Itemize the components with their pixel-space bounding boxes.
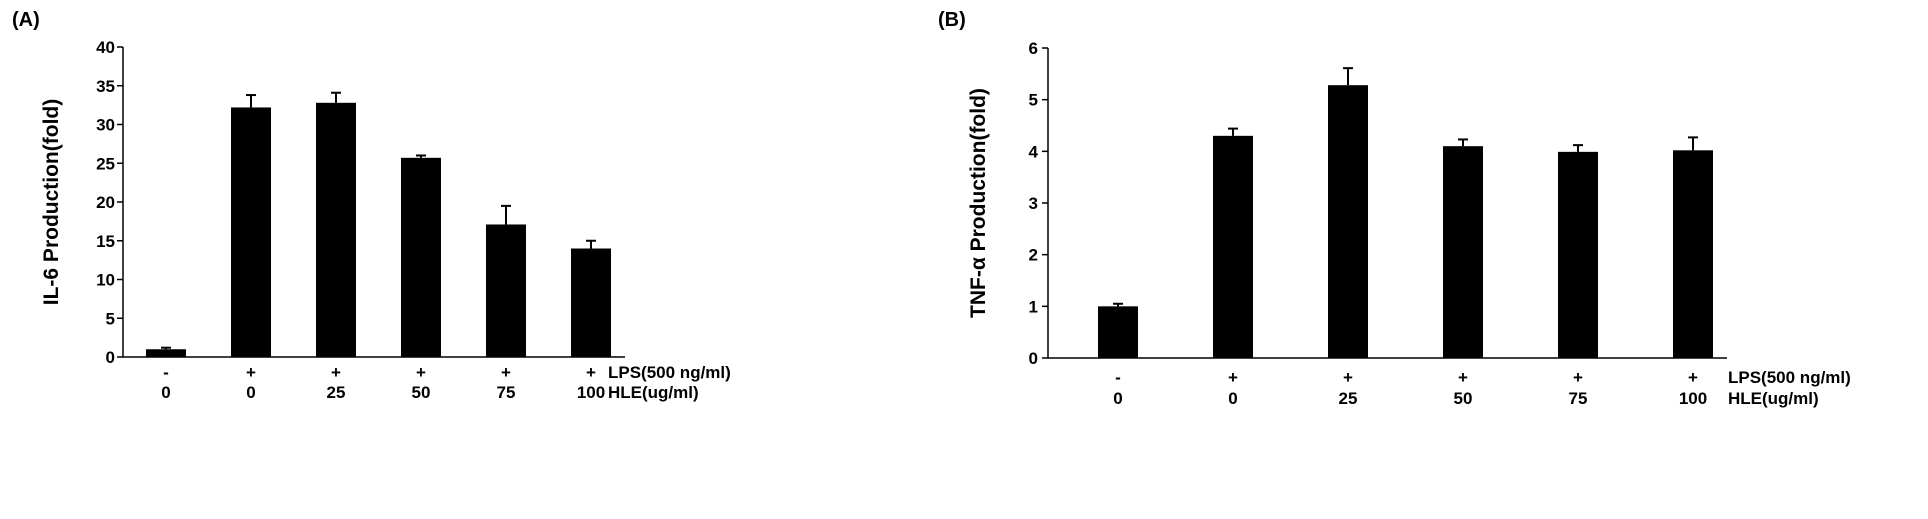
bar (571, 248, 611, 357)
bar (1328, 85, 1368, 358)
lps-condition-label: + (1573, 368, 1583, 387)
y-tick-label: 20 (96, 193, 115, 212)
y-tick-label: 0 (1029, 349, 1038, 368)
lps-condition-label: + (1343, 368, 1353, 387)
y-tick-label: 4 (1029, 142, 1039, 161)
y-tick-label: 5 (1029, 91, 1038, 110)
hle-condition-label: 50 (1454, 389, 1473, 408)
y-tick-label: 35 (96, 77, 115, 96)
hle-condition-label: 25 (327, 383, 346, 402)
y-tick-label: 15 (96, 232, 115, 251)
y-tick-label: 5 (106, 309, 115, 328)
lps-condition-label: - (1115, 368, 1121, 387)
hle-row-label: HLE(ug/ml) (1728, 389, 1819, 408)
bar (486, 224, 526, 357)
y-tick-label: 2 (1029, 246, 1038, 265)
hle-row-label: HLE(ug/ml) (608, 383, 699, 402)
y-tick-label: 25 (96, 154, 115, 173)
lps-condition-label: + (331, 363, 341, 382)
lps-condition-label: - (163, 363, 169, 382)
panel-b-chart: (B) TNF-α Production(fold) 0 1 2 3 4 5 6 - 0 +0 +25 +… (938, 9, 1851, 408)
bar (231, 107, 271, 357)
y-tick-label: 10 (96, 271, 115, 290)
bar (1443, 146, 1483, 358)
panel-a-chart: (A) IL-6 Production(fold) 0 5 10 15 20 25 30 35 40… (12, 9, 731, 402)
y-tick-label: 30 (96, 116, 115, 135)
y-axis-title: IL-6 Production(fold) (40, 99, 63, 305)
hle-condition-label: 0 (161, 383, 170, 402)
lps-row-label: LPS(500 ng/ml) (1728, 368, 1851, 387)
lps-condition-label: + (1688, 368, 1698, 387)
y-axis-title: TNF-α Production(fold) (967, 88, 990, 318)
panel-label: (A) (12, 9, 40, 31)
hle-condition-label: 0 (1228, 389, 1237, 408)
hle-condition-label: 75 (1569, 389, 1588, 408)
hle-condition-label: 0 (246, 383, 255, 402)
lps-condition-label: + (586, 363, 596, 382)
lps-condition-label: + (1228, 368, 1238, 387)
hle-condition-label: 0 (1113, 389, 1122, 408)
bar (1098, 306, 1138, 358)
hle-condition-label: 75 (497, 383, 516, 402)
y-tick-label: 3 (1029, 194, 1038, 213)
bar (1558, 151, 1598, 358)
y-tick-label: 6 (1029, 39, 1038, 58)
y-tick-label: 40 (96, 38, 115, 57)
panel-label: (B) (938, 9, 966, 31)
lps-condition-label: + (1458, 368, 1468, 387)
hle-condition-label: 100 (1679, 389, 1707, 408)
bar (316, 102, 356, 357)
lps-condition-label: + (416, 363, 426, 382)
hle-condition-label: 50 (412, 383, 431, 402)
lps-row-label: LPS(500 ng/ml) (608, 363, 731, 382)
hle-condition-label: 100 (577, 383, 605, 402)
bar (1213, 135, 1253, 358)
bar (146, 349, 186, 357)
bar (1673, 150, 1713, 358)
bar (401, 157, 441, 357)
lps-condition-label: + (246, 363, 256, 382)
hle-condition-label: 25 (1339, 389, 1358, 408)
y-tick-label: 0 (106, 348, 115, 367)
y-tick-label: 1 (1029, 297, 1038, 316)
lps-condition-label: + (501, 363, 511, 382)
